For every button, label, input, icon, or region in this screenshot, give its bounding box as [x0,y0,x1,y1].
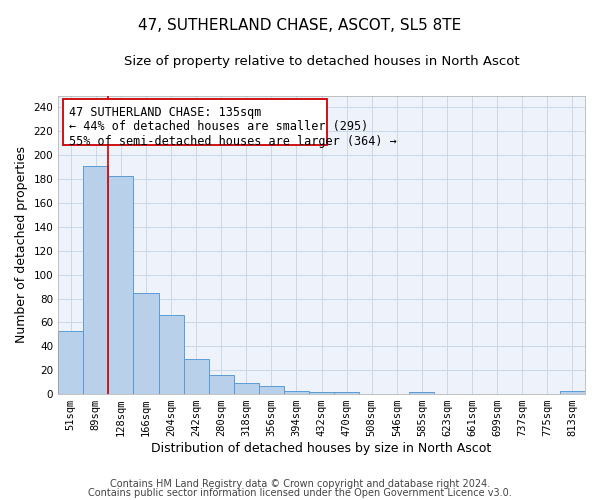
Bar [234,384,259,394]
Bar [409,392,434,394]
X-axis label: Distribution of detached houses by size in North Ascot: Distribution of detached houses by size … [151,442,492,455]
Bar [309,392,334,394]
Bar [184,360,209,394]
Text: ← 44% of detached houses are smaller (295): ← 44% of detached houses are smaller (29… [69,120,368,133]
Text: 47 SUTHERLAND CHASE: 135sqm: 47 SUTHERLAND CHASE: 135sqm [69,106,261,119]
Bar [334,392,359,394]
Bar [209,375,234,394]
Bar [560,390,585,394]
Bar [158,316,184,394]
Bar [58,331,83,394]
Text: Contains public sector information licensed under the Open Government Licence v3: Contains public sector information licen… [88,488,512,498]
Bar [284,390,309,394]
Text: Contains HM Land Registry data © Crown copyright and database right 2024.: Contains HM Land Registry data © Crown c… [110,479,490,489]
Bar [133,292,158,394]
Bar [83,166,109,394]
Text: 47, SUTHERLAND CHASE, ASCOT, SL5 8TE: 47, SUTHERLAND CHASE, ASCOT, SL5 8TE [139,18,461,32]
Bar [109,176,133,394]
Title: Size of property relative to detached houses in North Ascot: Size of property relative to detached ho… [124,55,520,68]
Y-axis label: Number of detached properties: Number of detached properties [15,146,28,344]
FancyBboxPatch shape [64,98,327,145]
Text: 55% of semi-detached houses are larger (364) →: 55% of semi-detached houses are larger (… [69,135,397,148]
Bar [259,386,284,394]
